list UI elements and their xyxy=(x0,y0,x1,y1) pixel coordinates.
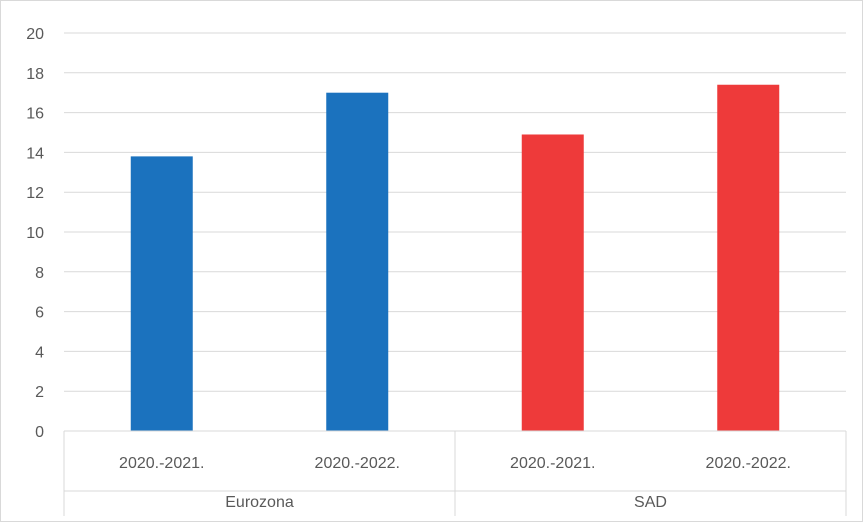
y-tick-label: 16 xyxy=(26,106,44,123)
bar-sad-1 xyxy=(521,134,584,432)
bar-sad-2 xyxy=(717,84,780,432)
y-tick-label: 14 xyxy=(26,145,44,162)
y-tick-label: 12 xyxy=(26,185,44,202)
y-tick-label: 6 xyxy=(35,305,44,322)
y-tick-label: 2 xyxy=(35,384,44,401)
bars xyxy=(130,84,780,432)
y-tick-label: 0 xyxy=(35,424,44,441)
x-category-label: 2020.-2021. xyxy=(510,455,595,472)
x-category-label: 2020.-2022. xyxy=(315,455,400,472)
y-tick-label: 10 xyxy=(26,225,44,242)
axes: 0 2 4 6 8 10 12 14 16 18 20 2020.-2021. 2020.-2022. 2… xyxy=(26,26,847,516)
y-tick-label: 4 xyxy=(35,344,44,361)
x-category-label: 2020.-2021. xyxy=(119,455,204,472)
x-category-label: 2020.-2022. xyxy=(706,455,791,472)
y-tick-label: 8 xyxy=(35,265,44,282)
group-label-eurozona: Eurozona xyxy=(225,494,294,511)
gridlines xyxy=(64,32,846,392)
bar-eurozona-2 xyxy=(326,92,389,431)
y-tick-label: 18 xyxy=(26,66,44,83)
bar-eurozona-1 xyxy=(130,156,193,431)
y-tick-label: 20 xyxy=(26,26,44,43)
group-label-sad: SAD xyxy=(634,494,667,511)
